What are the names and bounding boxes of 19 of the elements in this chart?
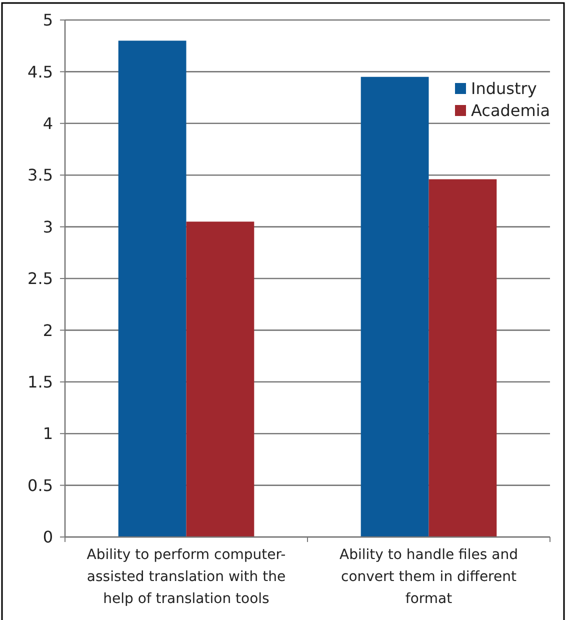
y-tick-label: 3 (42, 217, 53, 236)
y-tick-label: 4 (42, 114, 53, 133)
bar (428, 179, 497, 537)
legend-label: Industry (471, 79, 537, 98)
y-tick-label: 1.5 (28, 372, 53, 392)
y-tick-label: 4.5 (28, 62, 53, 82)
bar (118, 40, 186, 537)
bar (186, 222, 254, 537)
bar (360, 76, 429, 537)
y-tick-label: 3.5 (28, 166, 53, 185)
legend-label: Academia (471, 101, 550, 120)
y-tick-label: 0.5 (28, 476, 53, 495)
x-tick-label: Ability to perform computer-assisted translation with the help of translation tools (86, 547, 286, 607)
x-tick-label: Ability to handle files and convert them in different format (340, 547, 518, 607)
y-tick-label: 5 (42, 10, 53, 30)
y-tick-label: 2 (42, 320, 53, 340)
y-tick-label: 2.5 (28, 269, 53, 288)
y-tick-label: 1 (42, 424, 53, 444)
y-tick-label: 0 (42, 528, 53, 547)
